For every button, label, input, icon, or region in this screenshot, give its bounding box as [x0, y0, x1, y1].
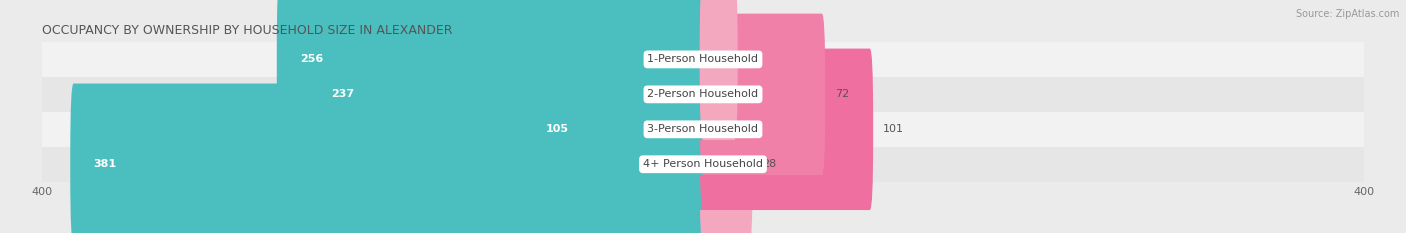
Bar	[42, 77, 1364, 112]
Text: 28: 28	[762, 159, 776, 169]
Text: 237: 237	[332, 89, 354, 99]
Text: 256: 256	[299, 55, 323, 64]
Text: 3-Person Household: 3-Person Household	[648, 124, 758, 134]
Text: 101: 101	[883, 124, 904, 134]
Bar	[42, 112, 1364, 147]
FancyBboxPatch shape	[526, 49, 706, 210]
Text: OCCUPANCY BY OWNERSHIP BY HOUSEHOLD SIZE IN ALEXANDER: OCCUPANCY BY OWNERSHIP BY HOUSEHOLD SIZE…	[42, 24, 453, 37]
Text: 19: 19	[748, 55, 762, 64]
Text: 72: 72	[835, 89, 849, 99]
Bar	[42, 42, 1364, 77]
Text: Source: ZipAtlas.com: Source: ZipAtlas.com	[1295, 9, 1399, 19]
FancyBboxPatch shape	[700, 84, 752, 233]
Text: 4+ Person Household: 4+ Person Household	[643, 159, 763, 169]
FancyBboxPatch shape	[700, 49, 873, 210]
FancyBboxPatch shape	[70, 84, 706, 233]
FancyBboxPatch shape	[308, 14, 706, 175]
FancyBboxPatch shape	[277, 0, 706, 140]
Text: 1-Person Household: 1-Person Household	[648, 55, 758, 64]
Text: 105: 105	[546, 124, 569, 134]
FancyBboxPatch shape	[700, 0, 738, 140]
Text: 2-Person Household: 2-Person Household	[647, 89, 759, 99]
FancyBboxPatch shape	[700, 14, 825, 175]
Text: 381: 381	[93, 159, 117, 169]
Bar	[42, 147, 1364, 182]
